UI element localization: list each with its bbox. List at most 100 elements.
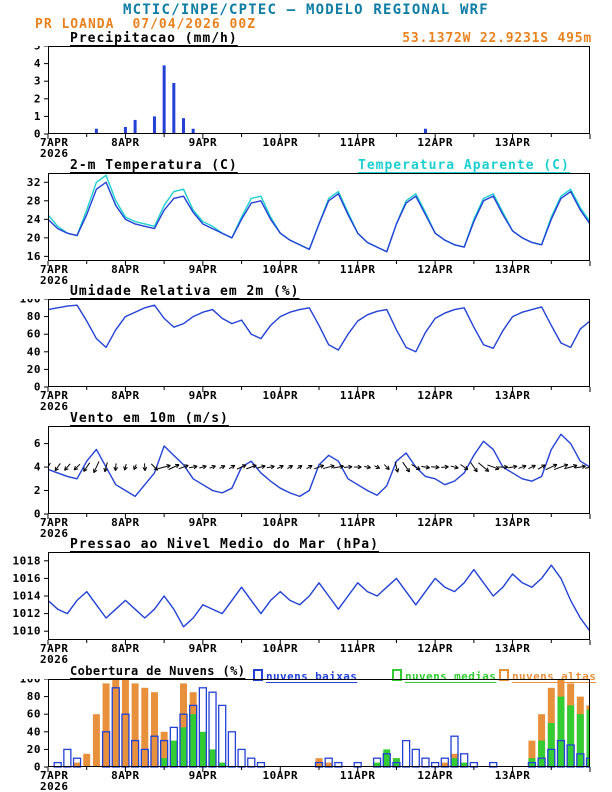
wind-arrow-icon (277, 465, 284, 469)
nuvens-medias-bar (576, 714, 584, 767)
wind-arrow-head-icon (582, 465, 586, 469)
wind-arrow-head-icon (93, 469, 98, 474)
wind-arrow-head-icon (504, 466, 509, 470)
nuvens-altas-bar (538, 714, 546, 767)
x-axis-day-label: 8APR (111, 389, 140, 402)
x-axis-year-label: 2026 (40, 527, 69, 540)
x-axis-year-label: 2026 (40, 274, 69, 287)
x-axis-day-label: 8APR (111, 136, 140, 149)
nuvens-baixas-bar (63, 748, 72, 768)
wind-arrow-head-icon (185, 464, 189, 469)
wind-arrow-icon (450, 465, 459, 469)
y-tick-label: 40 (27, 345, 41, 358)
wind-arrow-icon (124, 463, 127, 471)
nuvens-altas-bar (102, 683, 110, 767)
nuvens-baixas-bar (218, 704, 227, 768)
wind-arrow-head-icon (444, 464, 449, 468)
y-tick-label: 4 (34, 57, 41, 70)
wind-arrow-icon (528, 464, 536, 470)
y-tick-label: 0 (34, 508, 41, 521)
panel-temperature: 2-m Temperatura (C) Temperatura Aparente… (0, 158, 612, 288)
wind-arrow-head-icon (73, 465, 76, 471)
wind-arrow-head-icon (591, 465, 595, 466)
wind-arrow-head-icon (592, 466, 595, 469)
x-axis-start-label: 7APR (40, 769, 69, 782)
wind-arrow-icon (553, 464, 568, 471)
wind-arrow-head-icon (397, 468, 400, 473)
wind-arrow-head-icon (123, 466, 126, 471)
plot-frame (48, 679, 590, 767)
wind-arrow-head-icon (193, 464, 198, 467)
panel-wind: Vento em 10m (m/s) 0 2 4 6 7APR 2026 8APR 9APR 1… (0, 411, 612, 541)
x-axis-day-label: 12APR (417, 769, 453, 782)
x-axis-day-label: 10APR (262, 263, 298, 276)
panel-humidity: Umidade Relativa em 2m (%) 0 20 40 60 80 100 7… (0, 284, 612, 414)
wind-arrow-head-icon (573, 463, 578, 466)
wind-arrow-head-icon (212, 465, 216, 470)
nuvens-medias-bar (199, 731, 207, 767)
y-tick-label: 1016 (13, 572, 42, 585)
wind-arrow-icon (209, 465, 216, 469)
wind-arrow-head-icon (435, 466, 440, 470)
nuvens-altas-bar (160, 731, 168, 767)
wind-arrow-head-icon (270, 464, 275, 467)
wind-arrow-head-icon (153, 468, 158, 471)
panel-title-humidity: Umidade Relativa em 2m (%) (70, 284, 300, 299)
x-axis-day-label: 10APR (262, 769, 298, 782)
x-axis-day-label: 9APR (189, 642, 218, 655)
nuvens-medias-bar (170, 740, 178, 767)
station-coordinates: 53.1372W 22.9231S 495m (402, 31, 592, 46)
wind-arrow-icon (256, 465, 266, 469)
wind-arrow-icon (343, 466, 353, 468)
wind-arrow-head-icon (532, 465, 536, 469)
apparent-temperature-label: Temperatura Aparente (C) (358, 158, 570, 173)
nuvens-baixas-bar (247, 757, 256, 768)
y-tick-label: 2 (34, 484, 41, 497)
wind-arrow-icon (470, 462, 478, 473)
panel-cloud-cover: Cobertura de Nuvens (%) nuvens baixas nu… (0, 664, 612, 792)
wind-arrow-head-icon (340, 465, 344, 469)
nuvens-medias-bar (460, 762, 468, 767)
wind-arrow-head-icon (573, 464, 578, 469)
wind-arrow-icon (333, 465, 344, 469)
wind-arrow-head-icon (454, 467, 459, 470)
nuvens-medias-bar (557, 696, 565, 767)
x-axis-day-label: 13APR (495, 136, 531, 149)
y-tick-label: 20 (27, 363, 41, 376)
precip-bar (133, 119, 137, 134)
y-tick-label: 1018 (13, 554, 42, 567)
temperatura-2m-line (48, 181, 590, 253)
wind-arrow-head-icon (144, 466, 148, 471)
nuvens-altas-bar (112, 679, 120, 767)
wind-arrow-icon (460, 464, 469, 471)
plot-frame (48, 46, 590, 134)
nuvens-medias-bar (373, 762, 381, 767)
wind-arrow-icon (246, 464, 257, 470)
wind-arrow-head-icon (320, 464, 325, 469)
x-axis-day-label: 11APR (340, 263, 376, 276)
nuvens-altas-bar (92, 714, 100, 767)
wind-arrow-head-icon (280, 465, 284, 470)
y-tick-label: 80 (27, 690, 41, 703)
wind-arrow-head-icon (232, 465, 236, 470)
wind-arrow-icon (421, 465, 430, 469)
x-axis-day-label: 11APR (340, 389, 376, 402)
y-tick-label: 60 (27, 328, 41, 341)
x-axis-day-label: 13APR (495, 642, 531, 655)
wind-arrow-head-icon (74, 468, 79, 471)
wind-arrow-head-icon (425, 467, 430, 470)
umidade-relativa-line (48, 304, 590, 353)
wind-arrow-head-icon (465, 465, 469, 470)
y-tick-label: 60 (27, 708, 41, 721)
panel-precipitation: Precipitacao (mm/h) 0 1 2 3 4 5 7APR 2026 8APR 9A… (0, 31, 612, 161)
nuvens-altas-bar (441, 762, 449, 767)
nuvens-altas-bar (150, 692, 158, 767)
wind-arrow-head-icon (357, 464, 362, 468)
wind-arrow-head-icon (104, 468, 108, 473)
x-axis-day-label: 12APR (417, 516, 453, 529)
y-tick-label: 1014 (13, 590, 42, 603)
y-tick-label: 20 (27, 231, 41, 244)
wind-arrow-icon (518, 465, 527, 469)
panel-title-pressure: Pressao ao Nivel Medio do Mar (hPa) (70, 537, 379, 552)
